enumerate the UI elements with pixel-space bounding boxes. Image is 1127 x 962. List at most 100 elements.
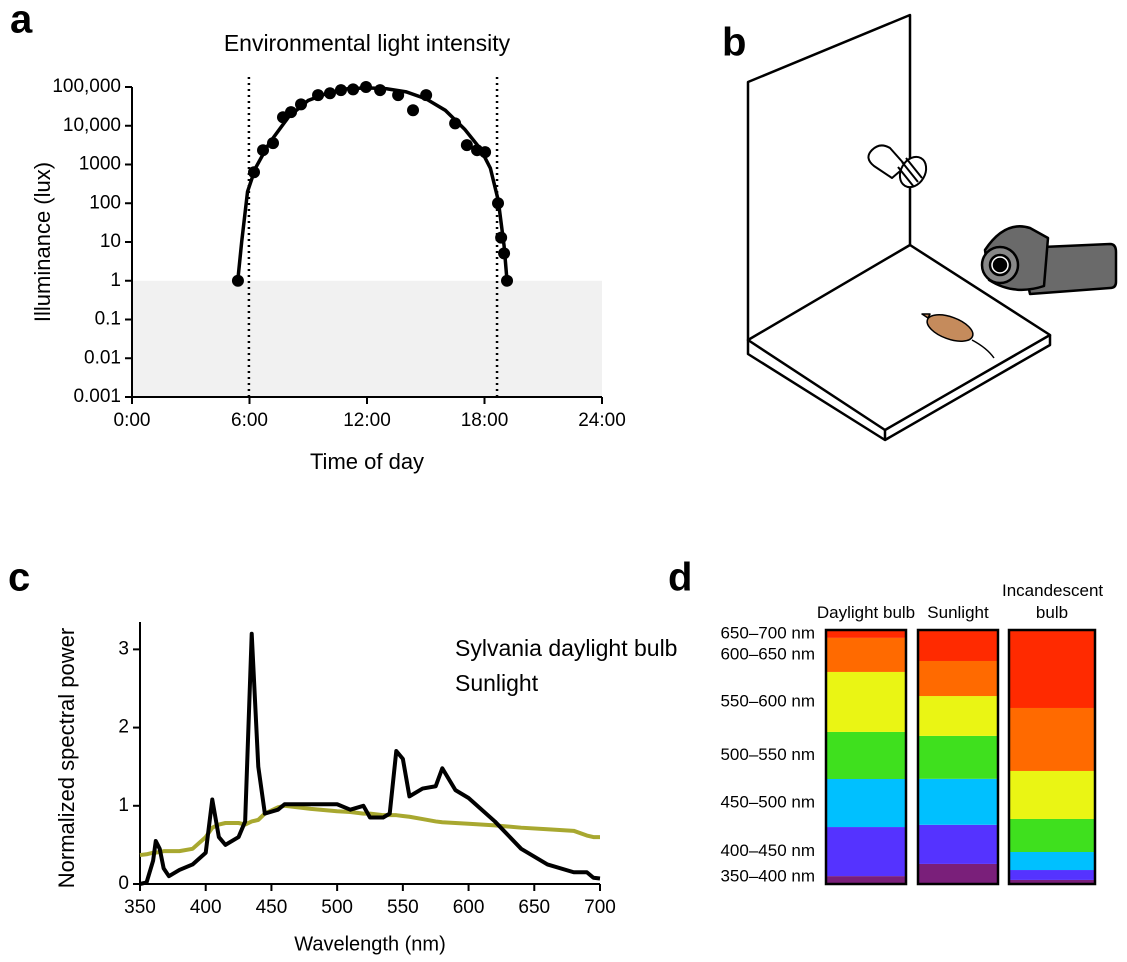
- category-label: Daylight bulb: [816, 603, 916, 622]
- y-tick-label: 10,000: [63, 115, 121, 136]
- point: [295, 98, 308, 111]
- panel-letter: c: [8, 556, 30, 600]
- point: [407, 104, 420, 117]
- point: [460, 139, 473, 152]
- bar-frame: [824, 628, 908, 886]
- bar-segment: [918, 824, 998, 864]
- x-tick-label: 600: [453, 897, 485, 918]
- point: [360, 81, 373, 93]
- illustration: [746, 13, 1118, 442]
- legend-entry: Sylvania daylight bulb: [455, 635, 677, 661]
- bar-segment: [1009, 707, 1095, 771]
- point: [479, 146, 492, 159]
- panel-letter: d: [668, 556, 692, 600]
- bar-frame: [916, 628, 1000, 886]
- bar-segment: [1009, 630, 1095, 708]
- y-tick-label: 0.01: [84, 347, 121, 368]
- legend-entry: 550–600 nm: [720, 691, 815, 710]
- y-tick-label: 1000: [79, 154, 121, 175]
- x-tick-label: 6:00: [231, 410, 268, 431]
- x-tick-label: 18:00: [461, 410, 509, 431]
- x-tick-label: 700: [584, 897, 616, 918]
- legend-entry: 400–450 nm: [720, 841, 815, 860]
- point: [495, 231, 508, 244]
- bar-frame: [1007, 628, 1097, 886]
- x-tick-label: 550: [387, 897, 419, 918]
- legend-entry: 650–700 nm: [720, 623, 815, 642]
- x-axis-title: Wavelength (nm): [294, 933, 446, 955]
- bar-segment: [918, 735, 998, 779]
- x-tick-label: 24:00: [578, 410, 626, 431]
- legend-entry: 450–500 nm: [720, 793, 815, 812]
- series-line: [139, 631, 601, 886]
- y-tick-label: 1: [118, 795, 129, 816]
- point: [347, 83, 360, 96]
- y-tick-label: 1: [110, 270, 121, 291]
- category-label: Incandescent bulb: [1002, 581, 1104, 622]
- x-axis-title: Time of day: [310, 449, 424, 474]
- bar-segment: [1009, 870, 1095, 880]
- point: [267, 137, 279, 150]
- point: [492, 197, 505, 210]
- y-tick-label: 2: [118, 717, 129, 738]
- y-tick-label: 0.001: [73, 386, 121, 407]
- legend-entry: 350–400 nm: [720, 867, 815, 886]
- bar-segment: [918, 660, 998, 697]
- category-label: Sunlight: [927, 603, 989, 622]
- y-tick-label: 0: [118, 873, 129, 894]
- y-axis-title: Illuminance (lux): [30, 162, 55, 322]
- x-tick-label: 400: [190, 897, 222, 918]
- panel-letter: a: [10, 0, 33, 42]
- y-tick-label: 10: [100, 231, 121, 252]
- point: [285, 106, 298, 119]
- bar-segment: [826, 731, 906, 779]
- bar-segment: [918, 778, 998, 825]
- bar-segment: [826, 778, 906, 828]
- x-tick-label: 0:00: [114, 410, 151, 431]
- panel-letter: b: [722, 21, 746, 65]
- shade: [132, 280, 602, 397]
- bar-segment: [826, 827, 906, 877]
- mouse: [921, 313, 995, 359]
- point: [498, 247, 511, 260]
- point: [392, 89, 405, 102]
- point: [248, 166, 261, 179]
- bar-segment: [918, 630, 998, 661]
- bar-segment: [1009, 818, 1095, 852]
- point: [323, 87, 336, 100]
- point: [334, 84, 347, 97]
- point: [374, 84, 387, 97]
- y-tick-label: 3: [118, 638, 129, 659]
- point: [257, 144, 270, 157]
- bar-segment: [826, 671, 906, 732]
- bar-segment: [826, 637, 906, 672]
- bar-segment: [1009, 770, 1095, 819]
- x-tick-label: 500: [321, 897, 353, 918]
- x-tick-label: 650: [518, 897, 550, 918]
- x-tick-label: 12:00: [343, 410, 391, 431]
- y-axis-title: Normalized spectral power: [54, 628, 79, 888]
- bar-segment: [826, 876, 906, 884]
- point: [449, 117, 462, 130]
- y-tick-label: 0.1: [95, 309, 121, 330]
- y-tick-label: 100,000: [52, 76, 121, 97]
- y-tick-label: 100: [89, 192, 121, 213]
- bar-segment: [826, 630, 906, 638]
- chart-title: Environmental light intensity: [224, 30, 511, 56]
- series-line: [139, 803, 600, 858]
- x-tick-label: 350: [124, 897, 156, 918]
- bar-segment: [918, 696, 998, 736]
- bar-segment: [1009, 879, 1095, 884]
- camera: [980, 225, 1118, 296]
- point: [501, 274, 514, 287]
- point: [231, 274, 244, 287]
- bulb: [867, 144, 928, 189]
- legend-entry: Sunlight: [455, 670, 539, 696]
- bar-segment: [918, 863, 998, 884]
- legend-entry: 500–550 nm: [720, 745, 815, 764]
- x-tick-label: 450: [256, 897, 288, 918]
- bar-segment: [1009, 851, 1095, 871]
- legend-entry: 600–650 nm: [720, 644, 815, 663]
- point: [312, 89, 325, 102]
